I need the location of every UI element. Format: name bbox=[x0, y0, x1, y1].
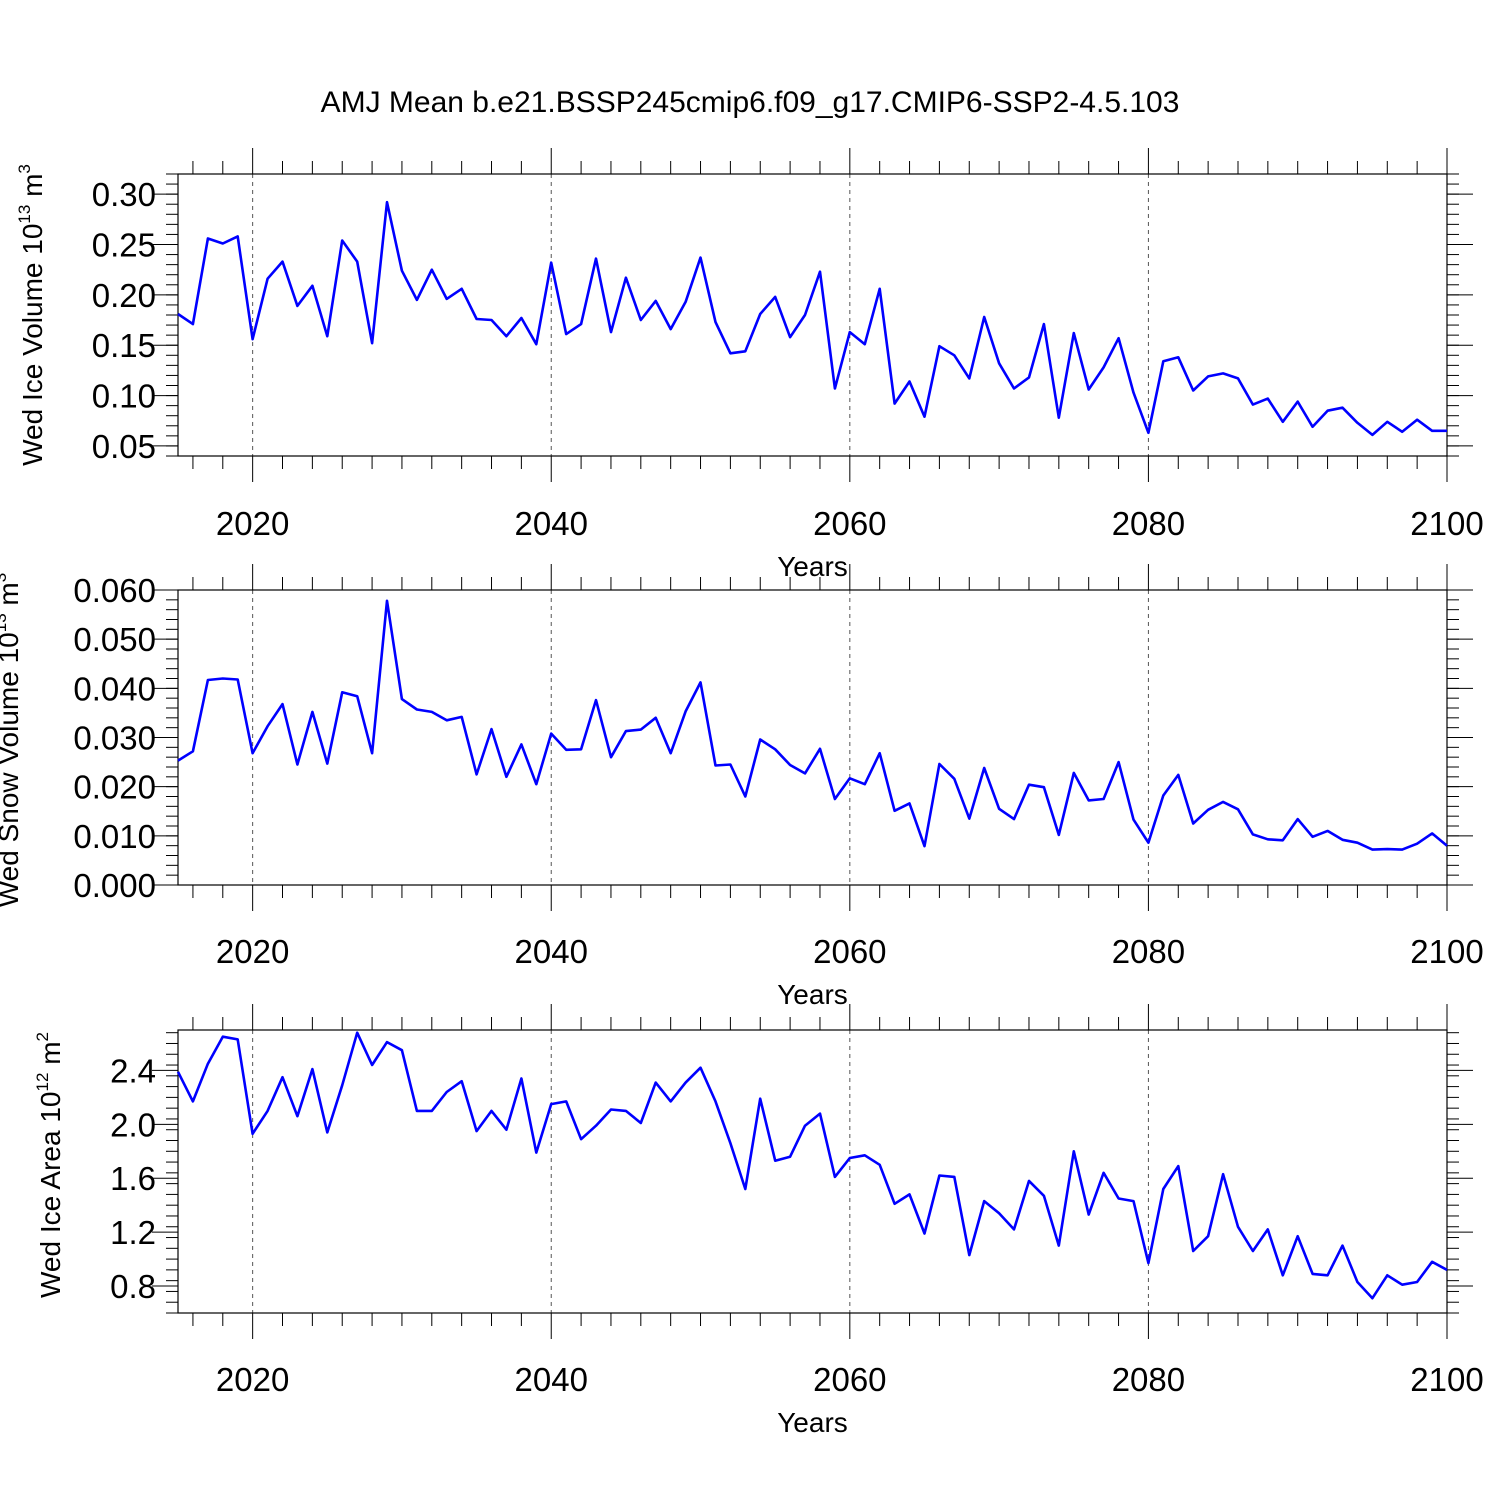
figure-title: AMJ Mean b.e21.BSSP245cmip6.f09_g17.CMIP… bbox=[321, 86, 1180, 119]
series-line bbox=[177, 200, 1447, 437]
x-tick-label: 2060 bbox=[813, 1361, 886, 1398]
y-axis-label: Wed Snow Volume 1013 m3 bbox=[0, 573, 24, 907]
y-tick-label: 0.010 bbox=[73, 818, 156, 855]
x-axis-label: Years bbox=[777, 551, 848, 582]
y-tick-label: 2.4 bbox=[110, 1052, 156, 1089]
y-tick-label: 0.040 bbox=[73, 670, 156, 707]
x-tick-label: 2100 bbox=[1410, 933, 1483, 970]
x-tick-label: 2020 bbox=[216, 933, 289, 970]
x-tick-label: 2060 bbox=[813, 505, 886, 542]
y-axis-label: Wed Ice Volume 1013 m3 bbox=[15, 164, 48, 466]
x-tick-label: 2080 bbox=[1112, 933, 1185, 970]
plot-frame bbox=[177, 173, 1448, 457]
panels-group: 0.05 0.10 0.15 0.20 0.25 0.30 2020 2040 2060 2080… bbox=[0, 148, 1484, 1438]
panel-2: 0.000 0.010 0.020 0.030 0.040 0.050 0.060 2020 2… bbox=[0, 564, 1484, 1010]
x-tick-label: 2100 bbox=[1410, 1361, 1483, 1398]
y-tick-label: 1.2 bbox=[110, 1214, 156, 1251]
x-axis-label: Years bbox=[777, 979, 848, 1010]
y-axis-label: Wed Ice Area 1012 m2 bbox=[33, 1032, 66, 1298]
y-tick-label: 0.30 bbox=[92, 176, 156, 213]
y-tick-label: 0.25 bbox=[92, 227, 156, 264]
y-tick-label: 2.0 bbox=[110, 1106, 156, 1143]
x-tick-label: 2040 bbox=[515, 505, 588, 542]
y-tick-label: 0.10 bbox=[92, 378, 156, 415]
y-tick-label: 1.6 bbox=[110, 1160, 156, 1197]
x-tick-label: 2040 bbox=[515, 1361, 588, 1398]
x-axis-label: Years bbox=[777, 1407, 848, 1438]
y-tick-label: 0.000 bbox=[73, 867, 156, 904]
y-tick-label: 0.05 bbox=[92, 428, 156, 465]
y-tick-label: 0.050 bbox=[73, 621, 156, 658]
x-tick-label: 2020 bbox=[216, 1361, 289, 1398]
x-tick-label: 2040 bbox=[515, 933, 588, 970]
x-tick-label: 2060 bbox=[813, 933, 886, 970]
y-tick-label: 0.15 bbox=[92, 327, 156, 364]
plot-frame bbox=[177, 1029, 1448, 1314]
y-tick-label: 0.8 bbox=[110, 1268, 156, 1305]
y-tick-label: 0.030 bbox=[73, 720, 156, 757]
x-tick-label: 2020 bbox=[216, 505, 289, 542]
series-line bbox=[176, 1031, 1448, 1300]
x-tick-label: 2080 bbox=[1112, 505, 1185, 542]
panel-1: 0.05 0.10 0.15 0.20 0.25 0.30 2020 2040 2060 2080… bbox=[15, 148, 1484, 582]
y-tick-label: 0.020 bbox=[73, 769, 156, 806]
y-tick-label: 0.20 bbox=[92, 277, 156, 314]
x-tick-label: 2080 bbox=[1112, 1361, 1185, 1398]
series-line bbox=[177, 599, 1448, 851]
x-tick-label: 2100 bbox=[1410, 505, 1483, 542]
panel-3: 0.8 1.2 1.6 2.0 2.4 2020 2040 2060 2080 2100 Years… bbox=[33, 1004, 1484, 1438]
y-tick-label: 0.060 bbox=[73, 572, 156, 609]
